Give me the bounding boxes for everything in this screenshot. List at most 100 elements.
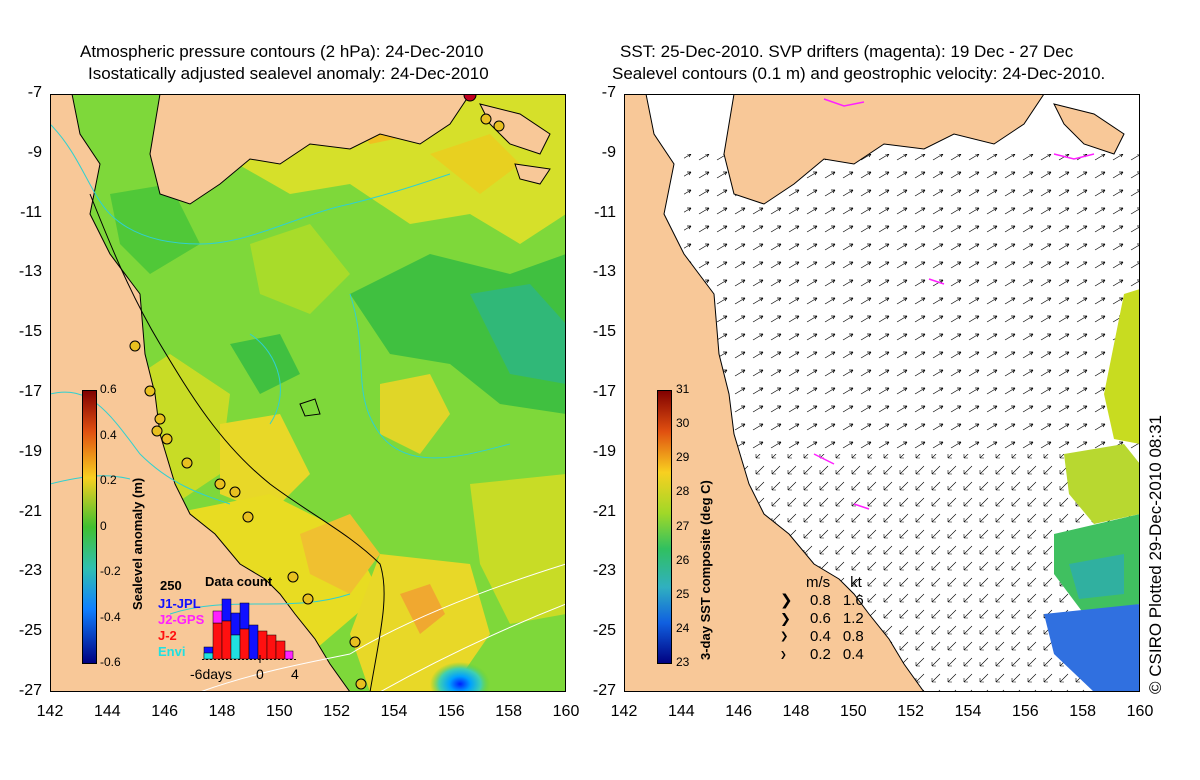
colorbar-tick-label: 23 [676, 655, 690, 669]
speed-row: ❯ 0.8 1.6 [780, 592, 864, 610]
right-land [624, 94, 1125, 692]
hist-bar [266, 634, 277, 660]
speed-row: ❯ 0.4 0.8 [780, 628, 864, 646]
x-tick-label: 160 [552, 703, 580, 720]
y-tick-label: -27 [18, 682, 42, 699]
x-tick-label: 158 [1069, 703, 1096, 720]
colorbar-tick-label: 29 [676, 450, 690, 465]
right-title-line2: Sealevel contours (0.1 m) and geostrophi… [612, 64, 1106, 83]
mission-label-j2-gps: J2-GPS [158, 612, 205, 627]
left-black-contour [89, 193, 385, 692]
left-colorbar [82, 390, 97, 664]
right-title-line1: SST: 25-Dec-2010. SVP drifters (magenta)… [620, 42, 1074, 61]
left-title-line2: Isostatically adjusted sealevel anomaly:… [88, 64, 489, 83]
tide-gauges [129, 94, 505, 690]
pressure-contours [199, 563, 566, 692]
right-colorbar [657, 390, 672, 664]
colorbar-tick-label: 24 [676, 620, 690, 635]
speed-kt: 1.6 [842, 592, 864, 609]
y-tick-label: -25 [592, 622, 616, 640]
speed-arrow-icon: ❯ [780, 650, 787, 659]
y-tick-label: -23 [592, 562, 616, 580]
speed-arrow-icon: ❯ [780, 631, 789, 642]
speed-legend-header: m/s kt [780, 574, 864, 592]
speed-ms: 0.2 [810, 646, 831, 663]
colorbar-tick-label: 31 [676, 382, 690, 396]
y-tick-label: -9 [601, 143, 616, 161]
colorbar-tick-label: 27 [676, 518, 690, 533]
speed-row: ❯ 0.2 0.4 [780, 646, 864, 664]
y-tick-label: -19 [18, 442, 42, 460]
y-tick-label: -7 [27, 84, 42, 101]
speed-header-ms: m/s [806, 574, 831, 591]
hist-bar [275, 640, 286, 660]
credit-text: © CSIRO Plotted 29-Dec-2010 08:31 [1146, 414, 1165, 694]
hist-bar [239, 628, 250, 660]
y-tick-label: -21 [18, 502, 42, 520]
right-map [624, 94, 1140, 692]
hist-bar [221, 598, 232, 622]
sst-patches [1044, 289, 1140, 692]
y-tick-label: -15 [592, 323, 616, 341]
hist-bar [230, 634, 241, 660]
hist-bar [212, 610, 223, 624]
x-tick-label: 142 [610, 703, 638, 720]
speed-ms: 0.4 [810, 628, 831, 645]
colorbar-tick-label: -0.6 [100, 655, 121, 669]
x-tick-label: 158 [495, 703, 522, 720]
speed-ms: 0.6 [810, 610, 831, 627]
speed-arrow-icon: ❯ [780, 592, 793, 609]
y-tick-label: -19 [592, 442, 616, 460]
x-tick-label: 152 [323, 703, 350, 720]
x-tick-label: 156 [1011, 703, 1039, 720]
hist-bar [248, 624, 259, 660]
y-tick-label: -13 [592, 263, 616, 281]
hist-bar [221, 620, 232, 660]
left-cyan-contours [50, 123, 511, 615]
x-tick-label: 144 [667, 703, 695, 720]
mission-label-envi: Envi [158, 644, 186, 659]
svp-drifters [813, 98, 1095, 510]
colorbar-tick-label: 28 [676, 484, 690, 499]
x-tick-label: 146 [725, 703, 752, 720]
x-tick-label: 146 [151, 703, 178, 720]
speed-row: ❯ 0.6 1.2 [780, 610, 864, 628]
y-tick-label: -23 [18, 562, 42, 580]
speed-kt: 0.4 [842, 646, 864, 663]
y-tick-label: -25 [18, 622, 42, 640]
x-tick-label: 150 [839, 703, 867, 720]
x-tick-label: 144 [93, 703, 121, 720]
x-tick-label: 154 [954, 703, 982, 720]
mission-label-j1-jpl: J1-JPL [158, 596, 201, 611]
y-tick-label: -9 [27, 143, 42, 161]
y-tick-label: -11 [594, 203, 616, 221]
hist-bar [203, 652, 214, 660]
colorbar-tick-label: 30 [676, 416, 690, 431]
data-count-x-end: 4 [291, 666, 299, 682]
colorbar-tick-label: 0 [100, 518, 107, 533]
y-tick-label: -27 [592, 682, 616, 699]
x-tick-label: 148 [208, 703, 236, 720]
left-map [50, 94, 566, 692]
speed-kt: 1.2 [842, 610, 864, 627]
speed-legend: m/s kt ❯ 0.8 1.6 ❯ 0.6 1.2 ❯ 0.4 0.8 ❯ 0… [780, 574, 864, 664]
x-tick-label: 150 [265, 703, 293, 720]
right-colorbar-label: 3-day SST composite (deg C) [698, 480, 713, 660]
colorbar-tick-label: -0.2 [100, 564, 121, 578]
mission-label-j-2: J-2 [158, 628, 177, 643]
colorbar-tick-label: 0.4 [100, 427, 117, 442]
x-tick-label: 142 [36, 703, 64, 720]
data-count-x-zero: 0 [256, 666, 264, 682]
hist-bar [257, 630, 268, 660]
speed-arrow-icon: ❯ [780, 611, 791, 626]
colorbar-tick-label: 0.2 [100, 473, 117, 487]
left-land [50, 94, 551, 692]
left-title-line1: Atmospheric pressure contours (2 hPa): 2… [80, 42, 484, 61]
left-colorbar-label: Sealevel anomaly (m) [130, 477, 145, 610]
y-tick-label: -13 [18, 263, 42, 281]
data-count-y-max: 250 [160, 578, 182, 593]
speed-header-kt: kt [850, 574, 862, 591]
data-count-title: Data count [205, 574, 273, 589]
x-tick-label: 148 [782, 703, 810, 720]
colorbar-tick-label: -0.4 [100, 609, 121, 624]
